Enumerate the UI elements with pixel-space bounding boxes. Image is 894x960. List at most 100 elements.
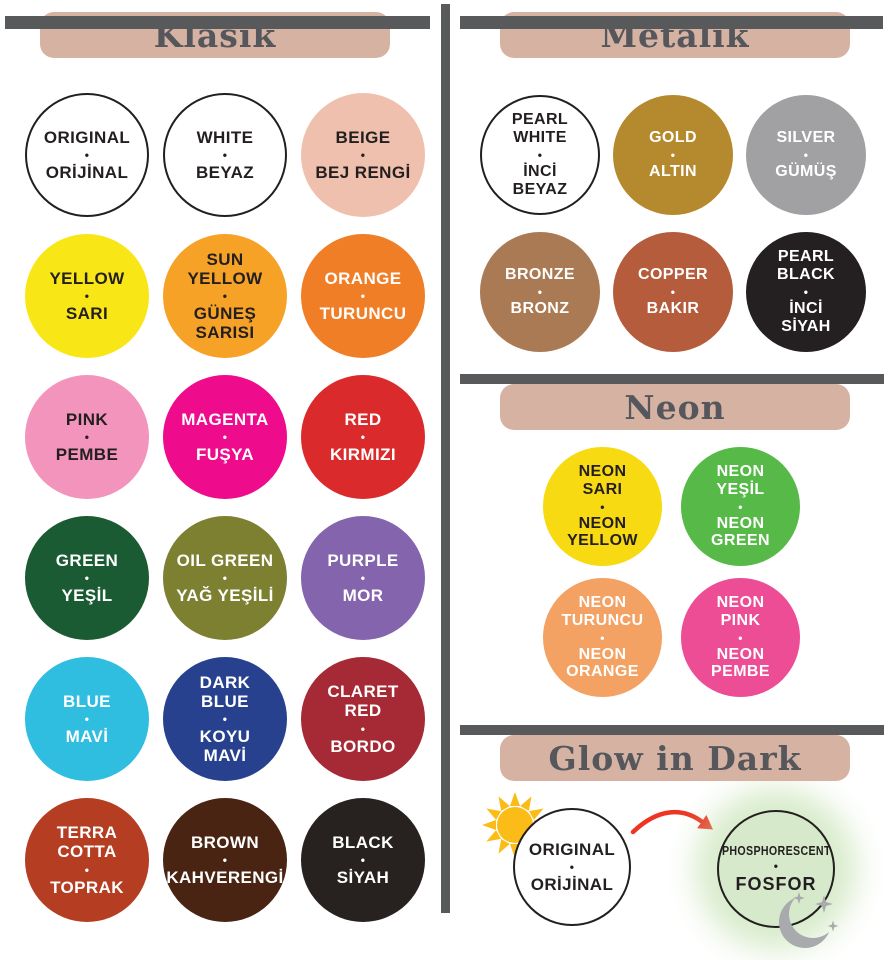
color-swatch-blue: BLUE • MAVİ: [25, 657, 149, 781]
swatch-label-top: TURUNCU: [561, 611, 644, 629]
separator-dot: •: [600, 499, 605, 514]
swatch-label-bottom: TURUNCU: [319, 304, 407, 323]
color-swatch-purple: PURPLE • MOR: [301, 516, 425, 640]
swatch-label-bottom: KAHVERENGİ: [166, 868, 284, 887]
swatch-label-top: YELLOW: [49, 268, 125, 288]
color-swatch-phosphorescent: PHOSPHORESCENT • FOSFOR: [717, 810, 839, 948]
swatch-label-top: BROWN: [190, 832, 260, 852]
swatch-label-top: BLACK: [332, 832, 394, 852]
swatch-label-bottom: BAKIR: [646, 300, 700, 317]
separator-dot: •: [360, 721, 366, 736]
swatch-label-bottom: BEYAZ: [195, 163, 255, 182]
section-title-glow-in-dark: Glow in Dark: [500, 735, 850, 781]
swatch-label-bottom: İNCİ: [789, 300, 823, 317]
swatch-label-top: PINK: [65, 409, 109, 429]
swatch-label-bottom: YEŞİL: [61, 586, 113, 605]
separator-dot: •: [222, 289, 228, 303]
color-swatch-oil-green: OIL GREEN • YAĞ YEŞİLİ: [163, 516, 287, 640]
swatch-label-top: NEON: [716, 462, 765, 480]
separator-dot: •: [803, 148, 809, 162]
moon-and-stars-icon: [779, 892, 839, 948]
swatch-label-top: MAGENTA: [181, 409, 269, 429]
swatch-label-bottom: SARI: [65, 304, 109, 323]
swatch-label-tr: FOSFOR: [735, 874, 817, 895]
swatch-label-top: NEON: [578, 593, 627, 611]
swatch-label-bottom: PEMBE: [711, 663, 770, 681]
separator-dot: •: [670, 148, 676, 162]
swatch-label-top: ORIGINAL: [43, 127, 131, 147]
swatch-label-top: WHITE: [513, 129, 567, 147]
color-swatch-original-daylight: ORIGINAL • ORİJİNAL: [513, 808, 631, 926]
swatch-label-bottom: BORDO: [330, 736, 396, 756]
swatch-label-bottom: BEYAZ: [512, 180, 568, 198]
swatch-label-top: DARK: [199, 672, 251, 692]
separator-dot: •: [537, 148, 543, 162]
swatch-label-top: GREEN: [55, 550, 119, 570]
klasik-header: Klasik: [0, 12, 430, 70]
section-divider-bar: [460, 725, 884, 735]
color-swatch-dark-blue: DARK BLUE • KOYU MAVİ: [163, 657, 287, 781]
separator-dot: •: [84, 430, 90, 444]
swatch-label-bottom: MAVİ: [65, 727, 109, 746]
swatch-label-bottom: ORİJİNAL: [45, 163, 129, 182]
swatch-label-en: ORIGINAL: [528, 839, 616, 859]
separator-dot: •: [537, 285, 543, 299]
swatch-label-bottom: NEON: [716, 514, 765, 532]
swatch-label-top: ORANGE: [324, 268, 402, 288]
separator-dot: •: [360, 289, 366, 303]
color-swatch-neon-pink: NEON PINK • NEON PEMBE: [681, 578, 800, 697]
color-swatch-black: BLACK • SİYAH: [301, 798, 425, 922]
swatch-label-bottom: PEMBE: [55, 445, 119, 464]
separator-dot: •: [360, 571, 366, 585]
swatch-label-top: BRONZE: [505, 266, 575, 284]
swatch-label-top: COTTA: [57, 842, 117, 862]
separator-dot: •: [222, 853, 228, 867]
color-swatch-neon-yellow: NEON SARI • NEON YELLOW: [543, 447, 662, 566]
separator-dot: •: [222, 712, 228, 726]
section-divider-bar: [460, 374, 884, 384]
swatch-label-top: GOLD: [649, 129, 697, 147]
swatch-label-top: PINK: [720, 611, 761, 629]
swatch-label-bottom: TOPRAK: [50, 877, 124, 897]
swatch-label-bottom: İNCİ: [523, 163, 557, 180]
swatch-label-top: OIL GREEN: [176, 550, 274, 570]
separator-dot: •: [738, 630, 743, 645]
swatch-label-top: BEIGE: [335, 127, 391, 147]
swatch-label-top: YEŞİL: [716, 480, 765, 498]
swatch-label-tr: ORİJİNAL: [530, 875, 614, 894]
klasik-column: Klasik ORIGINAL • ORİJİNAL WHITE • BEYAZ BEIGE…: [0, 0, 430, 922]
swatch-label-top: NEON: [578, 462, 627, 480]
separator-dot: •: [738, 499, 743, 514]
swatch-label-bottom: KIRMIZI: [329, 445, 397, 464]
swatch-label-top: SUN: [206, 249, 244, 269]
color-swatch-pearl-white: PEARL WHITE • İNCİ BEYAZ: [480, 95, 600, 215]
swatch-label-top: BLACK: [777, 266, 835, 284]
section-title-neon: Neon: [500, 384, 850, 430]
color-swatch-pearl-black: PEARL BLACK • İNCİ SİYAH: [746, 232, 866, 352]
klasik-swatch-grid: ORIGINAL • ORİJİNAL WHITE • BEYAZ BEIGE • BEJ RE…: [25, 93, 430, 922]
separator-dot: •: [84, 289, 90, 303]
swatch-label-top: PEARL: [777, 248, 835, 266]
color-swatch-red: RED • KIRMIZI: [301, 375, 425, 499]
glow-in-dark-illustration: ORIGINAL • ORİJİNAL PHOSPHORESCENT • FOS…: [456, 792, 894, 957]
metalik-swatch-grid: PEARL WHITE • İNCİ BEYAZ GOLD • ALTIN SILVER • GÜM…: [480, 95, 894, 352]
swatch-label-bottom: SİYAH: [781, 317, 831, 335]
swatch-label-top: PEARL: [511, 111, 569, 129]
separator-dot: •: [773, 859, 779, 874]
swatch-label-top: WHITE: [196, 127, 254, 147]
vertical-divider: [441, 4, 450, 913]
swatch-label-bottom: YAĞ YEŞİLİ: [176, 586, 274, 605]
color-swatch-gold: GOLD • ALTIN: [613, 95, 733, 215]
swatch-label-bottom: NEON: [578, 514, 627, 532]
color-swatch-yellow: YELLOW • SARI: [25, 234, 149, 358]
swatch-label-top: BLUE: [201, 691, 249, 711]
color-swatch-original: ORIGINAL • ORİJİNAL: [25, 93, 149, 217]
swatch-label-top: SARI: [582, 480, 623, 498]
separator-dot: •: [84, 712, 90, 726]
swatch-label-bottom: BRONZ: [510, 300, 570, 317]
separator-dot: •: [600, 630, 605, 645]
swatch-label-bottom: KOYU: [199, 727, 251, 746]
color-swatch-magenta: MAGENTA • FUŞYA: [163, 375, 287, 499]
swatch-label-top: PURPLE: [327, 550, 399, 570]
swatch-label-en: PHOSPHORESCENT: [721, 842, 831, 858]
